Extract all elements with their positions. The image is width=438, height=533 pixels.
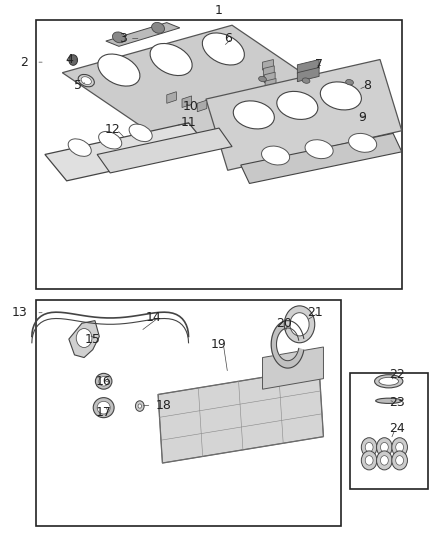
Circle shape — [365, 456, 373, 465]
Ellipse shape — [129, 124, 152, 142]
Bar — [350, 373, 428, 489]
Polygon shape — [167, 92, 177, 103]
Circle shape — [381, 456, 389, 465]
Circle shape — [69, 55, 78, 66]
Text: 20: 20 — [276, 317, 292, 330]
Text: 13: 13 — [12, 306, 28, 319]
Text: 14: 14 — [146, 311, 162, 325]
Circle shape — [361, 438, 377, 457]
Text: 19: 19 — [211, 338, 227, 351]
Ellipse shape — [320, 82, 361, 110]
Ellipse shape — [376, 398, 402, 403]
Polygon shape — [69, 321, 99, 358]
Text: 9: 9 — [359, 111, 367, 124]
Ellipse shape — [98, 54, 140, 86]
Polygon shape — [297, 68, 319, 82]
Text: 1: 1 — [215, 4, 223, 17]
Ellipse shape — [97, 401, 110, 414]
Ellipse shape — [277, 91, 318, 119]
Ellipse shape — [379, 377, 399, 385]
Polygon shape — [271, 321, 304, 368]
Text: 4: 4 — [65, 53, 73, 66]
Circle shape — [138, 404, 141, 408]
Text: 16: 16 — [96, 375, 112, 388]
Polygon shape — [182, 96, 191, 108]
Circle shape — [396, 442, 403, 452]
Polygon shape — [197, 100, 207, 112]
Ellipse shape — [202, 33, 244, 65]
Polygon shape — [262, 60, 273, 70]
Circle shape — [361, 451, 377, 470]
Ellipse shape — [302, 78, 310, 83]
Polygon shape — [158, 368, 323, 463]
Circle shape — [365, 442, 373, 452]
Text: 6: 6 — [224, 32, 232, 45]
Ellipse shape — [305, 140, 333, 159]
Text: 8: 8 — [363, 79, 371, 92]
Text: 21: 21 — [307, 306, 323, 319]
Polygon shape — [62, 25, 341, 147]
Text: 24: 24 — [389, 422, 405, 435]
Circle shape — [381, 442, 389, 452]
Polygon shape — [106, 22, 180, 46]
Ellipse shape — [93, 398, 114, 418]
Circle shape — [392, 451, 407, 470]
Text: 3: 3 — [119, 32, 127, 45]
Ellipse shape — [374, 375, 403, 388]
Text: 2: 2 — [20, 55, 28, 69]
Ellipse shape — [349, 133, 377, 152]
Circle shape — [377, 438, 392, 457]
Circle shape — [377, 451, 392, 470]
Text: 10: 10 — [183, 101, 199, 114]
Circle shape — [290, 313, 309, 336]
Text: 15: 15 — [85, 333, 101, 345]
Polygon shape — [241, 133, 402, 183]
Text: 5: 5 — [74, 79, 81, 92]
Ellipse shape — [261, 146, 290, 165]
Circle shape — [392, 438, 407, 457]
Bar — [36, 20, 402, 289]
Polygon shape — [45, 123, 210, 181]
Polygon shape — [263, 66, 274, 76]
Polygon shape — [262, 347, 323, 389]
Polygon shape — [265, 78, 276, 89]
Ellipse shape — [68, 139, 91, 156]
Circle shape — [135, 401, 144, 411]
Text: 17: 17 — [96, 407, 112, 419]
Text: 11: 11 — [180, 116, 196, 130]
Text: 12: 12 — [105, 123, 120, 136]
Polygon shape — [297, 60, 319, 74]
Ellipse shape — [81, 77, 92, 85]
Polygon shape — [264, 72, 275, 83]
Text: 7: 7 — [315, 58, 323, 71]
Circle shape — [284, 306, 315, 343]
Text: 18: 18 — [156, 399, 172, 411]
Circle shape — [76, 328, 92, 348]
Ellipse shape — [150, 44, 192, 76]
Ellipse shape — [346, 79, 353, 85]
Ellipse shape — [78, 75, 94, 87]
Ellipse shape — [99, 132, 122, 149]
Ellipse shape — [233, 101, 274, 129]
Ellipse shape — [95, 373, 112, 389]
Ellipse shape — [152, 22, 165, 33]
Circle shape — [396, 456, 403, 465]
Ellipse shape — [113, 32, 125, 43]
Ellipse shape — [258, 76, 266, 82]
Text: 23: 23 — [389, 396, 405, 409]
Polygon shape — [97, 128, 232, 173]
Ellipse shape — [99, 376, 109, 386]
Text: 22: 22 — [389, 368, 405, 381]
Polygon shape — [206, 60, 402, 170]
Bar — [36, 300, 341, 526]
